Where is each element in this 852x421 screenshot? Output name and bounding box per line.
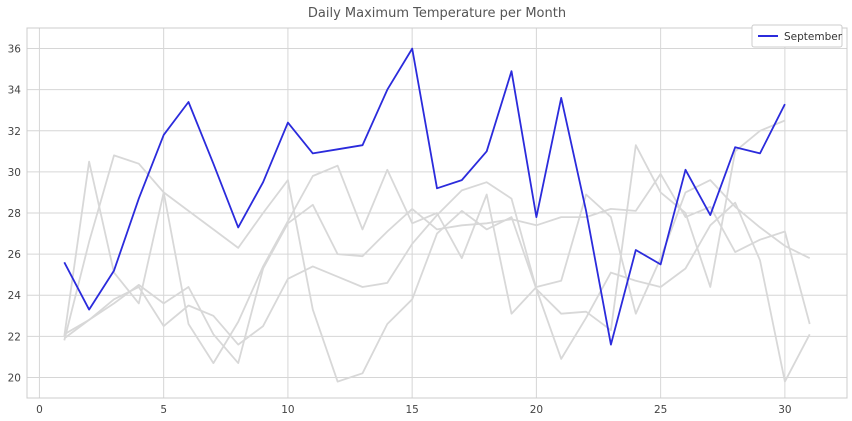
legend: September	[751, 24, 843, 48]
grid-lines	[27, 28, 847, 398]
y-tick-label: 22	[8, 331, 21, 343]
chart-title: Daily Maximum Temperature per Month	[308, 6, 566, 21]
legend-label-september: September	[784, 31, 843, 43]
x-tick-label: 0	[36, 404, 43, 416]
series-line-september	[63, 47, 786, 346]
legend-box	[751, 24, 843, 48]
y-tick-label: 26	[8, 249, 22, 261]
x-tick-label: 10	[281, 404, 294, 416]
plot-frame	[26, 27, 848, 399]
y-tick-label: 34	[8, 85, 22, 97]
x-tick-label: 30	[778, 404, 791, 416]
series-line-background	[63, 172, 811, 365]
y-tick-label: 20	[8, 372, 21, 384]
x-tick-label: 25	[654, 404, 667, 416]
series-lines	[63, 47, 811, 383]
y-tick-label: 36	[8, 44, 22, 56]
series-line-background	[63, 154, 811, 383]
tick-labels: 0 5 10 15 20 25 30 20 22 24 26 28 30 32 34 36	[8, 44, 792, 416]
series-line-background	[63, 119, 786, 346]
x-tick-label: 20	[530, 404, 543, 416]
x-tick-label: 15	[405, 404, 418, 416]
x-tick-label: 5	[160, 404, 167, 416]
y-tick-label: 32	[8, 126, 21, 138]
y-tick-label: 30	[8, 167, 21, 179]
y-tick-label: 24	[8, 290, 22, 302]
y-tick-label: 28	[8, 208, 21, 220]
series-line-background	[63, 160, 811, 365]
